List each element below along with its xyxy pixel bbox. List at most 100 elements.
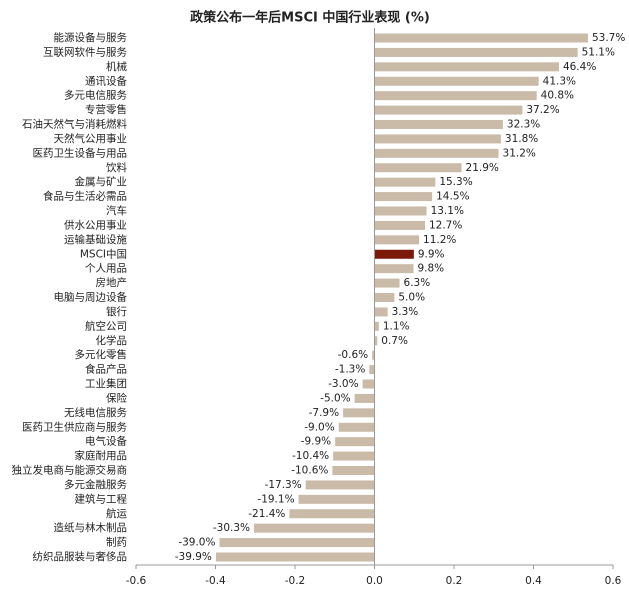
y-tick-label: 保险: [106, 391, 127, 404]
bar: [374, 278, 400, 288]
bar: [374, 177, 436, 187]
y-tick-label: 医药卫生供应商与服务: [22, 420, 127, 433]
x-tick-label: 0.4: [525, 575, 542, 587]
bar: [372, 350, 375, 360]
value-label: -10.4%: [292, 450, 329, 462]
y-tick-label: 家庭耐用品: [75, 449, 128, 462]
bar: [369, 365, 375, 375]
x-tick-label: -0.6: [126, 575, 147, 587]
bar: [362, 379, 375, 389]
bar: [333, 451, 375, 461]
bar: [374, 47, 578, 57]
value-label: 5.0%: [398, 292, 425, 304]
bar: [374, 33, 588, 43]
value-label: 37.2%: [526, 104, 559, 116]
value-label: -1.3%: [335, 364, 365, 376]
y-tick-label: 多元金融服务: [64, 478, 127, 491]
value-label: 13.1%: [431, 205, 464, 217]
bar: [374, 62, 559, 72]
y-tick-label: 制药: [106, 536, 127, 549]
y-tick-label: 食品与生活必需品: [43, 190, 127, 203]
bar: [374, 235, 420, 245]
y-tick-label: 建筑与工程: [75, 492, 128, 505]
y-tick-label: 金属与矿业: [75, 175, 128, 188]
bar: [374, 293, 395, 302]
y-tick-label: 石油天然气与消耗燃料: [22, 118, 127, 131]
bar: [338, 422, 375, 432]
value-label: -10.6%: [291, 465, 328, 477]
bar: [374, 134, 501, 144]
bar: [374, 120, 503, 129]
y-tick-label: 工业集团: [85, 377, 127, 390]
bar: [374, 220, 425, 230]
value-label: 41.3%: [543, 75, 576, 87]
value-label: 12.7%: [429, 219, 462, 231]
y-tick-label: 化学品: [96, 334, 128, 347]
y-tick-label: 机械: [106, 60, 127, 73]
bar: [374, 148, 499, 158]
value-label: 3.3%: [392, 306, 419, 318]
y-tick-label: 独立发电商与能源交易商: [12, 464, 128, 477]
y-tick-label: 造纸与林木制品: [54, 521, 128, 534]
bar: [374, 336, 378, 346]
bar: [254, 523, 375, 533]
chart-title: 政策公布一年后MSCI 中国行业表现 (%): [190, 10, 430, 26]
value-label: 15.3%: [439, 176, 472, 188]
bar: [374, 192, 433, 202]
bar: [305, 480, 375, 490]
value-label: 32.3%: [507, 119, 540, 131]
value-label: 51.1%: [582, 46, 615, 58]
y-tick-label: 多元化零售: [75, 348, 128, 361]
bar: [374, 321, 379, 331]
y-tick-label: 能源设备与服务: [54, 31, 128, 44]
bar: [374, 76, 539, 86]
value-label: 31.2%: [503, 147, 536, 159]
value-label: -0.6%: [338, 349, 368, 361]
value-label: 1.1%: [383, 320, 410, 332]
y-tick-label: 专营零售: [85, 103, 127, 116]
value-label: 21.9%: [466, 162, 499, 174]
y-tick-label: 纺织品服装与奢侈品: [33, 550, 128, 563]
value-label: -30.3%: [213, 522, 250, 534]
bar: [219, 538, 375, 548]
value-label: -39.9%: [175, 551, 212, 563]
value-label: -9.9%: [301, 436, 331, 448]
y-tick-label: 天然气公用事业: [54, 132, 128, 145]
y-tick-label: 银行: [106, 305, 127, 318]
y-tick-label: 无线电信服务: [64, 406, 127, 419]
value-label: 9.9%: [418, 248, 445, 260]
y-tick-label: 多元电信服务: [64, 89, 127, 102]
value-label: -3.0%: [328, 378, 358, 390]
bar: [354, 393, 375, 403]
bar: [335, 437, 375, 447]
bar: [374, 163, 462, 173]
value-label: -7.9%: [309, 407, 339, 419]
bar: [343, 408, 375, 418]
value-label: 0.7%: [381, 335, 408, 347]
value-label: 6.3%: [404, 277, 431, 289]
bar: [374, 91, 537, 101]
bar: [289, 509, 375, 519]
y-tick-label: MSCI中国: [80, 247, 127, 260]
x-tick-label: -0.4: [205, 575, 226, 587]
y-tick-label: 个人用品: [85, 263, 127, 275]
y-tick-label: 房地产: [96, 276, 128, 289]
y-tick-label: 通讯设备: [85, 74, 127, 87]
value-label: 11.2%: [423, 234, 456, 246]
value-label: 9.8%: [417, 263, 444, 275]
value-label: 53.7%: [592, 32, 625, 44]
y-tick-label: 食品产品: [85, 363, 127, 376]
value-label: -5.0%: [320, 392, 350, 404]
value-label: 40.8%: [541, 90, 574, 102]
bar: [332, 466, 375, 475]
value-label: 14.5%: [436, 191, 469, 203]
y-tick-label: 汽车: [106, 204, 127, 217]
x-tick-label: 0.2: [446, 575, 463, 587]
x-tick-label: 0.0: [366, 575, 383, 587]
value-label: -9.0%: [304, 421, 334, 433]
y-tick-label: 供水公用事业: [64, 218, 127, 231]
bar: [374, 105, 523, 115]
y-tick-label: 电气设备: [85, 435, 127, 448]
value-label: -21.4%: [248, 508, 285, 520]
